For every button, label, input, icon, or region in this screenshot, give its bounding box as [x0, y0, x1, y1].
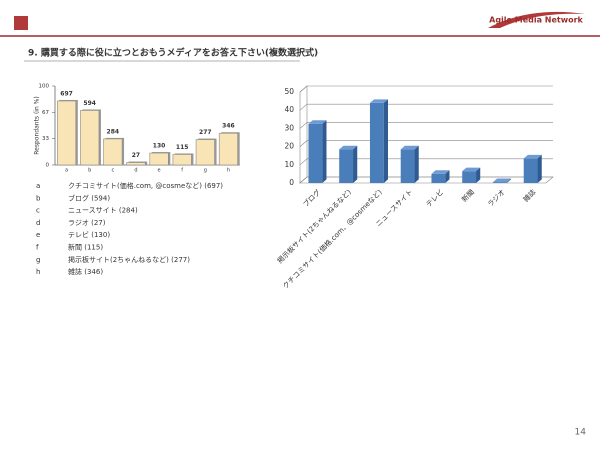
logo-swoosh [488, 11, 585, 28]
y-tick-label: 67 [42, 110, 49, 116]
slide-title: 9. 購買する際に役に立つとおもうメディアをお答え下さい(複数選択式) [28, 47, 318, 59]
legend-label: 新聞 (115) [68, 243, 103, 252]
page-number: 14 [575, 428, 587, 438]
bar [103, 138, 123, 166]
data-label: 27 [132, 152, 140, 159]
x-tick-label: h [227, 168, 230, 174]
x-tick-label: d [134, 168, 137, 174]
bar-side [445, 170, 450, 183]
x-tick-label: b [88, 168, 91, 174]
x-tick-label: e [158, 168, 161, 174]
logo: Agile Media Network [489, 16, 583, 25]
x-tick-label: c [111, 168, 114, 174]
bar-side [322, 120, 327, 183]
data-label: 284 [107, 128, 120, 135]
legend-key: h [36, 268, 40, 276]
bar-top [523, 154, 542, 159]
y-tick-label: 50 [284, 87, 294, 96]
bar [308, 123, 323, 183]
legend-key: e [36, 231, 40, 239]
bar [400, 149, 415, 183]
bar-side [414, 145, 419, 183]
bar-top [492, 178, 511, 183]
bar [57, 100, 77, 166]
y-tick-label: 0 [46, 163, 50, 169]
legend-label: ラジオ (27) [68, 219, 106, 227]
y-tick-label: 0 [289, 178, 294, 187]
bar [492, 182, 507, 183]
x-tick-label: a [65, 168, 68, 174]
legend-label: ブログ (594) [68, 193, 110, 202]
grid-line [299, 122, 553, 129]
header-square [14, 16, 28, 30]
legend-label: ニュースサイト (284) [68, 207, 138, 215]
grid-line [299, 85, 553, 93]
bar-side [537, 154, 542, 183]
legend-label: 掲示板サイト(2ちゃんねるなど) (277) [68, 255, 190, 264]
y-tick-label: 20 [284, 142, 294, 151]
bar-side [476, 167, 481, 183]
bar [149, 152, 169, 166]
x-tick-label: 新聞 [460, 187, 476, 203]
bar [195, 139, 215, 166]
x-tick-label: テレビ [424, 187, 445, 208]
x-tick-label: g [204, 168, 207, 174]
x-tick-label: 雑誌 [521, 187, 537, 203]
bar-side [506, 178, 511, 183]
grid-line [299, 103, 553, 111]
y-axis-label: Respondants (in %) [34, 96, 41, 154]
grid-line [299, 140, 553, 147]
bar [80, 110, 100, 166]
data-label: 115 [176, 144, 189, 151]
bar [431, 173, 446, 183]
x-tick-label: f [181, 168, 183, 174]
grid-line [299, 158, 553, 166]
bar [369, 102, 384, 183]
bar-top [369, 99, 388, 103]
data-label: 594 [83, 100, 96, 107]
bar-top [339, 145, 358, 150]
y-tick-label: 40 [284, 105, 294, 114]
data-label: 130 [153, 143, 166, 150]
x-tick-label: ブログ [301, 187, 322, 208]
legend-label: 雑誌 (346) [68, 267, 103, 276]
legend-key: b [36, 194, 41, 202]
bar-side [353, 145, 358, 183]
bar [126, 162, 146, 166]
bar [339, 149, 354, 183]
bar [218, 132, 238, 166]
y-tick-label: 10 [284, 160, 294, 169]
y-tick-label: 33 [42, 136, 49, 142]
bar-top [308, 120, 327, 124]
bar-top [462, 167, 481, 172]
data-label: 697 [60, 90, 73, 97]
y-tick-label: 100 [39, 84, 50, 90]
legend-key: f [36, 244, 39, 252]
bar [172, 154, 192, 166]
bar-top [431, 170, 450, 174]
bar-top [400, 145, 419, 150]
x-tick-label: ラジオ [486, 188, 506, 208]
data-label: 277 [199, 129, 212, 136]
data-label: 346 [222, 123, 235, 130]
back-wall [299, 85, 308, 184]
bar [523, 158, 538, 183]
bar [462, 171, 477, 183]
legend-label: クチコミサイト(価格.com, @cosmeなど) (697) [68, 181, 223, 190]
legend-key: c [36, 207, 40, 215]
legend-key: d [36, 219, 40, 227]
legend-key: g [36, 256, 40, 264]
floor [299, 176, 554, 184]
y-tick-label: 30 [284, 123, 294, 132]
legend-label: テレビ (130) [68, 230, 110, 239]
bar-side [383, 99, 388, 183]
legend-key: a [36, 182, 40, 190]
